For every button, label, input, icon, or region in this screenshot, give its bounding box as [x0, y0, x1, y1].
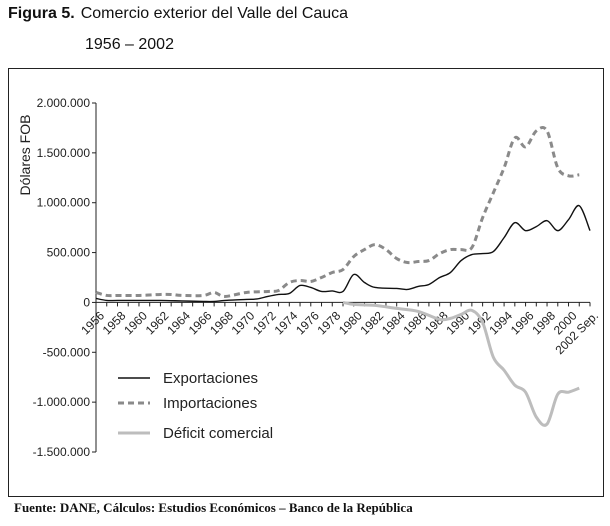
- y-tick-label: -1.500.000: [33, 445, 91, 459]
- y-tick-label: 500.000: [47, 246, 91, 260]
- x-tick-label: 1982: [357, 308, 386, 337]
- x-tick-label: 1976: [293, 308, 322, 337]
- x-tick-label: 1990: [443, 308, 472, 337]
- x-tick-label: 1984: [379, 308, 408, 337]
- y-tick-label: 1.500.000: [37, 146, 91, 160]
- x-tick-label: 1980: [336, 308, 365, 337]
- x-tick-label: 1998: [529, 308, 558, 337]
- legend-label: Exportaciones: [163, 370, 258, 387]
- x-tick-label: 1958: [100, 308, 129, 337]
- x-tick-label: 1956: [78, 308, 107, 337]
- x-tick-label: 1992: [465, 308, 494, 337]
- x-tick-label: 1960: [121, 308, 150, 337]
- chart-title: Comercio exterior del Valle del Cauca: [80, 5, 349, 22]
- x-tick-label: 1962: [143, 308, 172, 337]
- y-axis-label: Dólares FOB: [17, 115, 33, 196]
- y-tick-label: -500.000: [43, 345, 91, 359]
- series-line-exportaciones: [95, 204, 591, 303]
- y-tick-label: 2.000.000: [37, 96, 91, 110]
- x-tick-label: 1968: [207, 308, 236, 337]
- x-tick-label: 1994: [486, 308, 515, 337]
- chart-frame: [8, 68, 604, 497]
- figure-label: Figura 5.: [8, 5, 75, 22]
- source-note: Fuente: DANE, Cálculos: Estudios Económi…: [14, 500, 413, 515]
- legend-label: Importaciones: [163, 395, 257, 412]
- series-line-importaciones: [95, 126, 580, 298]
- figure-title: Figura 5. Comercio exterior del Valle del…: [8, 5, 348, 23]
- y-tick-label: 0: [83, 295, 90, 309]
- x-tick-label: 1974: [272, 308, 301, 337]
- x-tick-label: 1970: [229, 308, 258, 337]
- x-tick-label: 1964: [164, 308, 193, 337]
- x-tick-label: 1978: [315, 308, 344, 337]
- chart-subtitle: 1956 – 2002: [85, 36, 174, 53]
- legend-label: Déficit comercial: [163, 425, 273, 442]
- x-tick-label: 1972: [250, 308, 279, 337]
- x-tick-label: 1996: [508, 308, 537, 337]
- x-tick-label: 1966: [186, 308, 215, 337]
- series-line-d-ficit-comercial: [342, 300, 580, 427]
- y-tick-label: 1.000.000: [37, 196, 91, 210]
- y-tick-label: -1.000.000: [33, 395, 91, 409]
